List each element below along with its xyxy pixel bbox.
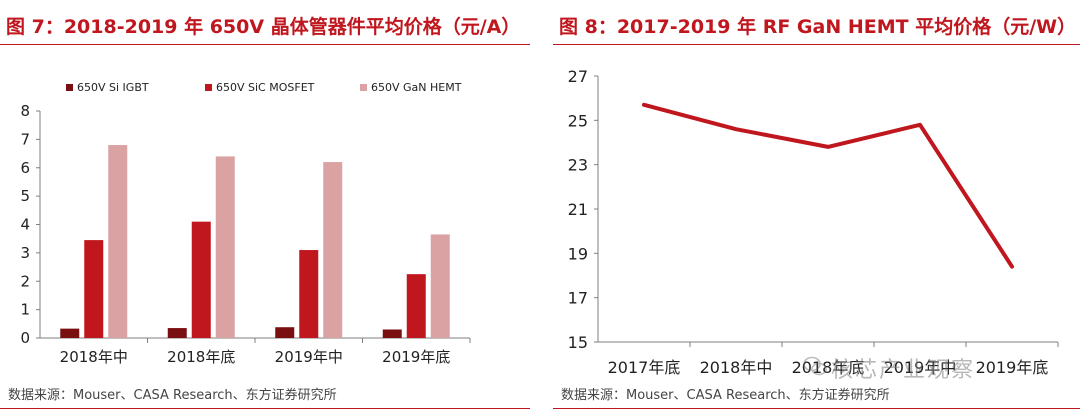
bar <box>60 328 80 338</box>
y-tick-label: 0 <box>20 329 30 347</box>
x-tick-label: 2019年中 <box>275 348 343 366</box>
figure-7-top-rule <box>0 44 530 45</box>
bar-chart: 650V Si IGBT 650V SiC MOSFET 650V GaN HEMT… <box>20 81 471 366</box>
bar <box>275 327 295 338</box>
x-tick-label: 2019年底 <box>976 358 1049 377</box>
x-tick-label: 2018年中 <box>60 348 128 366</box>
bar <box>299 250 319 338</box>
x-tick-label: 2019年底 <box>382 348 450 366</box>
y-tick-label: 27 <box>568 67 588 86</box>
y-tick-label: 23 <box>568 156 588 175</box>
y-tick-label: 8 <box>20 102 30 120</box>
figure-7-bottom-rule <box>0 408 530 409</box>
figure-7-source: 数据来源：Mouser、CASA Research、东方证券研究所 <box>8 388 337 403</box>
bar <box>191 221 211 338</box>
y-tick-label: 3 <box>20 244 30 262</box>
y-tick-label: 25 <box>568 111 588 130</box>
watermark-text: 核芯产业观察 <box>831 358 976 383</box>
x-tick-label: 2018年底 <box>792 358 865 377</box>
x-tick-label: 2018年中 <box>700 358 773 377</box>
y-tick-label: 21 <box>568 200 588 219</box>
figure-7-title: 图 7：2018-2019 年 650V 晶体管器件平均价格（元/A） <box>6 16 521 38</box>
y-tick-label: 7 <box>20 130 30 148</box>
x-tick-label: 2019年中 <box>884 358 957 377</box>
bar <box>108 145 128 338</box>
figure-7-panel: 图 7：2018-2019 年 650V 晶体管器件平均价格（元/A） 650V… <box>0 0 530 416</box>
y-tick-label: 6 <box>20 159 30 177</box>
figure-8-source: 数据来源：Mouser、CASA Research、东方证券研究所 <box>561 388 890 403</box>
legend-label: 650V Si IGBT <box>77 81 149 94</box>
legend-label: 650V GaN HEMT <box>371 81 462 94</box>
line-chart: 15 17 19 21 23 25 27 2017年底 2018年中 2018年底 2019年中 20… <box>568 67 1059 377</box>
bar <box>215 156 235 338</box>
y-tick-label: 17 <box>568 289 588 308</box>
figure-8-panel: 图 8：2017-2019 年 RF GaN HEMT 平均价格（元/W） 15… <box>553 0 1080 416</box>
wechat-icon <box>803 356 827 376</box>
bar <box>323 162 343 338</box>
x-tick-label: 2017年底 <box>608 358 681 377</box>
figure-8-top-rule <box>553 44 1080 45</box>
bar <box>167 328 187 338</box>
bar <box>406 274 426 338</box>
legend-swatch <box>205 84 212 91</box>
y-tick-label: 5 <box>20 187 30 205</box>
figure-8-title: 图 8：2017-2019 年 RF GaN HEMT 平均价格（元/W） <box>559 16 1077 38</box>
bar <box>382 329 402 338</box>
y-tick-label: 19 <box>568 244 588 263</box>
legend-label: 650V SiC MOSFET <box>216 81 315 94</box>
figure-8-bottom-rule <box>553 408 1080 409</box>
series-line <box>642 102 1014 269</box>
bar <box>84 240 104 338</box>
bar <box>430 234 450 338</box>
y-tick-label: 1 <box>20 301 30 319</box>
x-tick-label: 2018年底 <box>167 348 235 366</box>
y-tick-label: 15 <box>568 333 588 352</box>
legend-swatch <box>360 84 367 91</box>
legend-swatch <box>66 84 73 91</box>
y-tick-label: 4 <box>20 216 30 234</box>
y-tick-label: 2 <box>20 272 30 290</box>
